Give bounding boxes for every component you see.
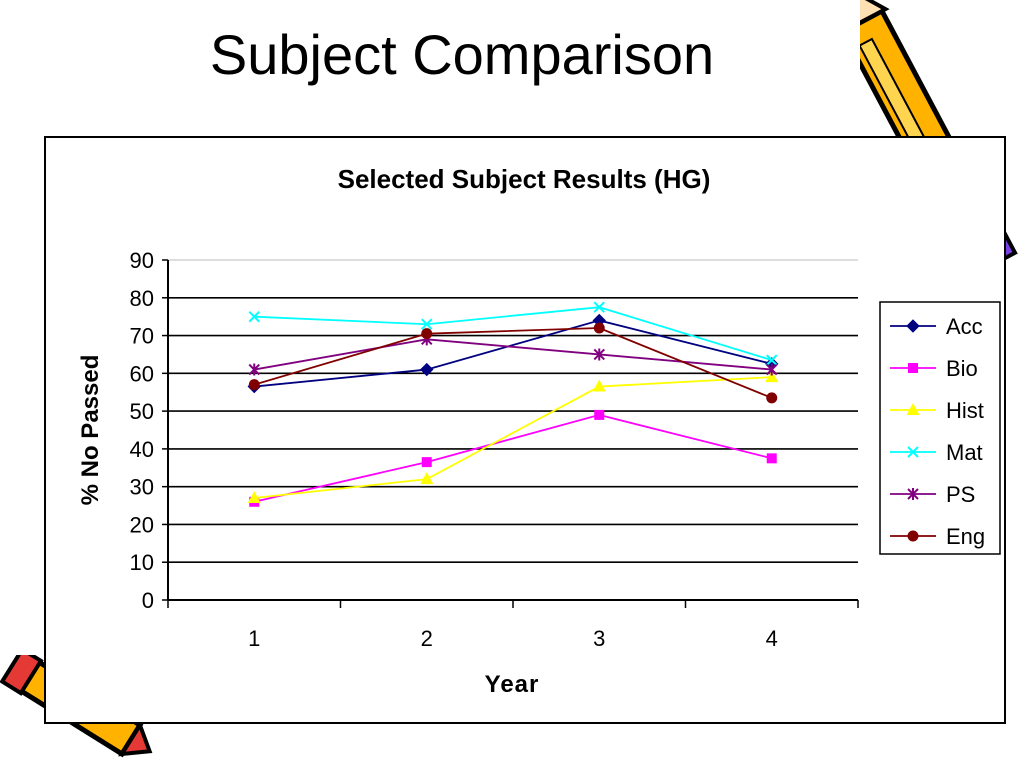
data-point	[248, 379, 260, 391]
legend-item: Bio	[890, 356, 978, 381]
data-point	[421, 328, 433, 340]
data-point	[248, 363, 260, 376]
series-line	[253, 327, 773, 399]
data-point	[592, 379, 606, 392]
y-tick-labels: 0 10 20 30 40 50 60 70 80 90	[130, 248, 154, 613]
legend-box	[879, 301, 1001, 555]
legend-item: Acc	[890, 314, 983, 339]
legend-label: Acc	[946, 314, 983, 339]
legend-item: Hist	[890, 398, 984, 423]
data-point	[765, 370, 779, 383]
x-tick-label: 2	[421, 626, 433, 651]
data-point	[766, 453, 777, 464]
legend-marker	[908, 363, 918, 373]
x-axis-title: Year	[485, 671, 540, 698]
y-tick-label: 20	[130, 512, 154, 537]
series-bio	[249, 409, 777, 507]
series-hist	[247, 370, 779, 503]
legend-label: Mat	[946, 440, 983, 465]
y-tick-label: 60	[130, 361, 154, 386]
y-tick-label: 50	[130, 399, 154, 424]
legend-marker	[907, 488, 919, 500]
chart-frame: Selected Subject Results (HG) 0 10 20 30 40 5…	[44, 136, 1006, 724]
series-ps	[248, 333, 778, 376]
x-tick-label: 4	[766, 626, 778, 651]
data-point	[766, 392, 778, 404]
legend-marker	[906, 403, 920, 415]
legend-item: Eng	[890, 524, 985, 549]
y-tick-label: 80	[130, 286, 154, 311]
axes	[167, 260, 858, 601]
legend-item: PS	[890, 482, 975, 507]
legend-label: PS	[946, 482, 975, 507]
data-point	[421, 318, 433, 330]
series-line	[254, 319, 772, 388]
x-tick-label: 1	[248, 626, 260, 651]
legend-label: Eng	[946, 524, 985, 549]
legend-marker	[907, 530, 919, 542]
data-point	[593, 322, 605, 334]
legend-label: Hist	[946, 398, 984, 423]
line-chart: Selected Subject Results (HG) 0 10 20 30 40 5…	[77, 164, 1001, 698]
y-tick-label: 90	[130, 248, 154, 273]
legend-marker	[906, 319, 920, 333]
data-point	[421, 457, 432, 468]
series-line	[254, 376, 772, 499]
series-line	[254, 306, 773, 361]
y-tick-label: 10	[130, 550, 154, 575]
data-point	[420, 362, 434, 377]
y-tick-label: 0	[142, 588, 154, 613]
x-tick-labels: 1 2 3 4	[248, 626, 778, 651]
data-point	[593, 348, 605, 361]
slide-title: Subject Comparison	[209, 23, 715, 86]
chart-title: Selected Subject Results (HG)	[338, 164, 711, 194]
y-tick-label: 70	[130, 324, 154, 349]
legend-item: Mat	[890, 440, 983, 465]
data-point	[594, 409, 605, 420]
y-tick-label: 30	[130, 475, 154, 500]
data-point	[766, 354, 778, 366]
series-mat	[248, 301, 778, 366]
series	[247, 301, 779, 507]
data-point	[248, 310, 260, 323]
y-axis-title: % No Passed	[77, 355, 104, 506]
x-tick-label: 3	[593, 626, 605, 651]
data-point	[247, 491, 261, 503]
y-tick-label: 40	[130, 437, 154, 462]
series-eng	[248, 322, 778, 404]
data-point	[593, 301, 605, 313]
legend-label: Bio	[946, 356, 978, 381]
legend: Acc Bio Hist Mat PS Eng	[879, 301, 1001, 555]
gridlines	[162, 259, 859, 608]
series-line	[254, 413, 772, 503]
legend-marker	[907, 446, 919, 458]
data-point	[420, 472, 434, 485]
data-point	[766, 363, 778, 376]
